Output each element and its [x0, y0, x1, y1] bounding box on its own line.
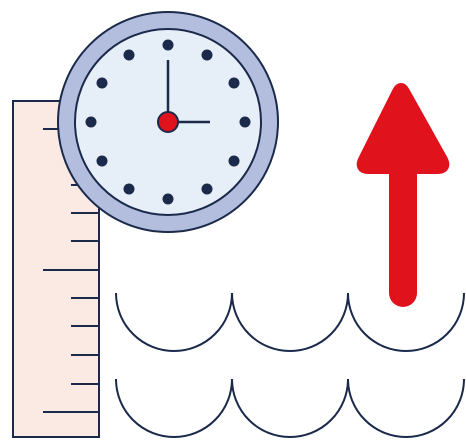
clock-dot-4: [228, 155, 240, 167]
clock-hour-dots: [85, 39, 251, 205]
clock-dot-5: [201, 183, 213, 195]
clock-dot-8: [96, 155, 108, 167]
wave-lower: [115, 378, 465, 438]
clock-center-pin: [157, 111, 179, 133]
clock-dot-7: [123, 183, 135, 195]
clock-dot-11: [123, 49, 135, 61]
clock-icon: [57, 11, 279, 233]
clock-dot-10: [96, 77, 108, 89]
clock-dot-2: [228, 77, 240, 89]
clock-dot-3: [239, 116, 251, 128]
up-arrow-icon: [356, 83, 450, 307]
clock-dot-12: [162, 39, 174, 51]
clock-dot-9: [85, 116, 97, 128]
arrow-head: [356, 83, 450, 174]
clock-dot-6: [162, 193, 174, 205]
waves-icon: [115, 292, 465, 438]
wave-upper: [115, 292, 465, 352]
clock-dot-1: [201, 49, 213, 61]
